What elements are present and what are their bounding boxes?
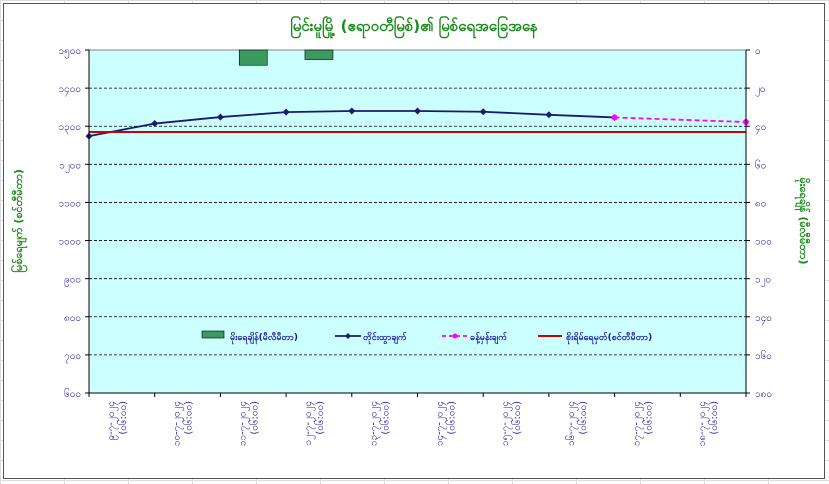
x-tick-note: (၀၆:၀၀): [641, 401, 654, 435]
x-tick-date: ၁၇-၇-၂၀၂၄: [631, 401, 644, 446]
legend-marker: [345, 333, 351, 339]
x-tick-note: (၀၆:၀၀): [116, 401, 129, 435]
left-tick-label: ၈၀၀: [64, 313, 81, 324]
left-tick-label: ၁၃၀၀: [59, 122, 82, 135]
x-tick-date: ၁၀-၇-၂၀၂၄: [172, 401, 185, 446]
rainfall-bars: [238, 49, 334, 66]
x-tick-date: ၁၈-၇-၂၀၂၄: [697, 401, 710, 446]
x-tick-note: (၀၆:၀၀): [182, 401, 195, 435]
right-tick-label: ၆၀: [755, 158, 766, 171]
observed-point: [216, 113, 224, 121]
x-tick-date: ၉-၇-၂၀၂၄: [106, 401, 119, 441]
left-tick-label: ၉၀၀: [64, 275, 81, 288]
x-tick-date: ၁၆-၇-၂၀၂၄: [564, 401, 579, 446]
x-tick-date: ၁၅-၇-၂၀၂၄: [500, 401, 513, 446]
forecast-point: [611, 114, 618, 121]
right-tick-label: ၀: [755, 46, 761, 57]
observed-point: [545, 111, 553, 119]
observed-point: [151, 120, 159, 128]
right-tick-label: ၁၈၀: [755, 389, 772, 400]
forecast-line: [614, 116, 747, 123]
x-tick-date: ၁၄-၇-၂၀၂၄: [434, 401, 447, 446]
chart-title: မြင်းမူမြို့ (ဧရာဝတီမြစ်)၏ မြစ်ရေအခြေအနေ: [290, 15, 538, 39]
right-tick-label: ၁၄၀: [755, 313, 772, 326]
legend-swatch-rainfall: [201, 330, 225, 339]
left-axis-ticks: ၆၀၀ ၇၀၀ ၈၀၀ ၉၀၀ ၁၀၀၀ ၁၁၀၀ ၁၂၀၀ ၁၃၀၀ ၁၄၀၀ ၁၅၀၀: [59, 46, 90, 400]
observed-point: [414, 107, 421, 115]
legend-marker: [452, 333, 458, 339]
right-tick-label: ၄၀: [755, 122, 766, 135]
right-tick-label: ၈၀: [755, 198, 766, 209]
legend-label: မိုးရေချိန်(မီလီမီတာ): [230, 332, 298, 345]
left-tick-label: ၇၀၀: [64, 351, 81, 364]
x-tick-note: (၀၆:၀၀): [510, 401, 523, 435]
x-tick-date: ၁၁-၇-၂၀၂၄: [237, 401, 250, 446]
x-tick-note: (၀၆:၀၀): [576, 401, 589, 435]
left-tick-label: ၁၂၀၀: [59, 160, 81, 173]
x-tick-note: (၀၆:၀၀): [707, 401, 720, 435]
x-tick-note: (၀၆:၀၀): [444, 401, 457, 435]
x-axis-ticks: ၉-၇-၂၀၂၄ (၀၆:၀၀) ၁၀-၇-၂၀၂၄ (၀၆:၀၀) ၁၁-၇-၂၀၂၄…: [88, 392, 747, 446]
legend-label: တိုင်းထွာချက်: [363, 332, 407, 345]
legend: မိုးရေချိန်(မီလီမီတာ) တိုင်းထွာချက် ခန့်မှ…: [201, 330, 652, 345]
series-lines: [85, 107, 749, 140]
observed-point: [348, 107, 356, 115]
rainfall-bar: [304, 49, 334, 60]
left-tick-label: ၁၁၀၀: [59, 198, 82, 209]
right-axis-label: မိုးရေချိန် (မီလီမီတာ): [794, 178, 811, 265]
left-tick-label: ၁၅၀၀: [59, 46, 82, 59]
x-tick-note: (၀၆:၀၀): [313, 401, 326, 435]
x-tick-date: ၁၂-၇-၂၀၂၄: [303, 401, 316, 445]
gridlines: [89, 87, 746, 356]
right-tick-label: ၁၆၀: [755, 349, 772, 362]
observed-point: [282, 108, 290, 116]
x-tick-note: (၀၆:၀၀): [247, 401, 260, 435]
right-tick-label: ၂၀: [755, 84, 766, 97]
legend-label: ခန့်မှန်းချက်: [470, 332, 508, 345]
x-tick-note: (၀၆:၀၀): [379, 401, 392, 435]
rainfall-bar: [238, 49, 268, 66]
left-axis-label: မြစ်ရေမျက် (စင်တီမီတာ): [10, 169, 28, 273]
left-tick-label: ၆၀၀: [64, 387, 81, 400]
right-tick-label: ၁၂၀: [755, 275, 771, 288]
plot-area: [88, 49, 747, 394]
legend-label: စိုးရိမ်ရေမှတ်(စင်တီမီတာ): [566, 332, 652, 345]
left-tick-label: ၁၄၀၀: [59, 84, 82, 97]
left-tick-label: ၁၀၀၀: [59, 237, 82, 248]
right-tick-label: ၁၀၀: [755, 237, 772, 248]
x-tick-date: ၁၃-၇-၂၀၂၄: [369, 401, 382, 446]
observed-point: [479, 108, 487, 116]
